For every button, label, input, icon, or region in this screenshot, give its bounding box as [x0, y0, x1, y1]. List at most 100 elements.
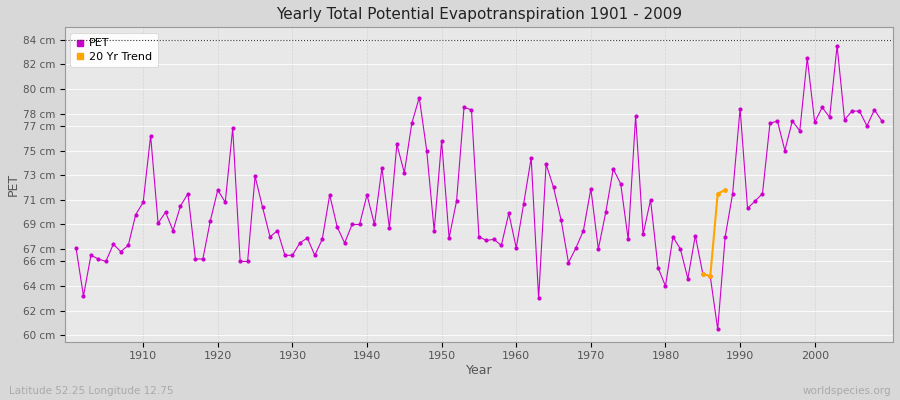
Point — [129, 212, 143, 218]
Point — [703, 273, 717, 280]
Point — [405, 120, 419, 127]
Point — [412, 94, 427, 101]
Point — [419, 147, 434, 154]
Point — [800, 55, 814, 61]
Point — [76, 293, 91, 299]
Point — [390, 141, 404, 148]
Point — [233, 258, 248, 265]
Point — [718, 187, 733, 193]
Point — [703, 273, 717, 280]
Point — [479, 237, 493, 244]
Point — [845, 108, 859, 114]
Point — [353, 221, 367, 228]
Point — [733, 106, 747, 112]
Point — [397, 170, 411, 176]
Point — [770, 118, 785, 124]
Point — [651, 264, 665, 271]
Point — [748, 198, 762, 204]
Point — [300, 235, 314, 241]
Point — [680, 276, 695, 282]
Point — [524, 155, 538, 161]
Point — [308, 252, 322, 258]
Point — [472, 234, 486, 240]
Point — [464, 107, 479, 113]
Point — [158, 209, 173, 215]
Point — [584, 186, 598, 192]
Point — [644, 197, 658, 203]
Point — [84, 252, 98, 258]
Point — [487, 236, 501, 242]
Point — [188, 256, 202, 262]
Point — [837, 116, 851, 123]
Point — [382, 225, 397, 231]
Point — [696, 270, 710, 277]
Point — [226, 125, 240, 132]
Point — [509, 245, 524, 251]
Point — [315, 236, 329, 242]
Point — [99, 258, 113, 265]
Point — [151, 220, 166, 226]
Point — [501, 210, 516, 216]
Point — [591, 246, 606, 252]
Point — [762, 120, 777, 127]
Point — [621, 236, 635, 242]
Point — [256, 204, 270, 210]
Point — [658, 283, 672, 289]
Point — [240, 258, 255, 265]
Point — [181, 190, 195, 197]
Point — [666, 234, 680, 240]
Point — [121, 242, 135, 249]
Point — [113, 248, 128, 255]
Point — [278, 252, 293, 258]
Point — [710, 190, 724, 197]
Text: worldspecies.org: worldspecies.org — [803, 386, 891, 396]
Point — [218, 199, 232, 206]
Point — [91, 256, 105, 262]
Point — [718, 234, 733, 240]
Point — [322, 192, 337, 198]
Point — [263, 234, 277, 240]
Point — [531, 295, 545, 302]
Point — [688, 232, 703, 239]
Y-axis label: PET: PET — [7, 173, 20, 196]
Point — [211, 187, 225, 193]
Point — [875, 118, 889, 124]
Point — [367, 221, 382, 228]
Point — [710, 326, 724, 332]
Point — [330, 224, 345, 230]
Point — [106, 241, 121, 247]
Point — [539, 161, 554, 167]
Point — [807, 119, 822, 125]
Point — [741, 205, 755, 212]
Point — [569, 245, 583, 251]
Point — [442, 235, 456, 241]
Point — [270, 228, 284, 234]
Point — [292, 240, 307, 246]
Point — [68, 245, 83, 251]
Point — [427, 228, 441, 234]
Point — [860, 123, 874, 129]
Point — [203, 218, 218, 224]
Point — [166, 228, 180, 234]
Point — [338, 240, 352, 246]
Point — [494, 242, 508, 249]
Point — [360, 192, 374, 198]
X-axis label: Year: Year — [465, 364, 492, 377]
Point — [725, 190, 740, 197]
Point — [830, 42, 844, 49]
Point — [554, 216, 568, 223]
Point — [785, 118, 799, 124]
Point — [868, 107, 882, 113]
Point — [614, 181, 628, 187]
Point — [248, 173, 262, 180]
Point — [374, 164, 389, 171]
Legend: PET, 20 Yr Trend: PET, 20 Yr Trend — [70, 33, 158, 67]
Point — [285, 252, 300, 258]
Point — [449, 198, 464, 204]
Point — [576, 228, 590, 234]
Point — [696, 270, 710, 277]
Point — [195, 256, 210, 262]
Text: Latitude 52.25 Longitude 12.75: Latitude 52.25 Longitude 12.75 — [9, 386, 174, 396]
Point — [606, 166, 620, 172]
Point — [755, 190, 770, 197]
